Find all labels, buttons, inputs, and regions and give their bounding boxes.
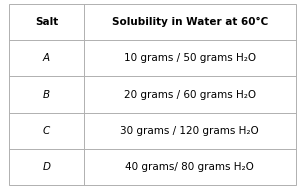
Text: Salt: Salt — [35, 17, 58, 27]
Text: 40 grams/ 80 grams H₂O: 40 grams/ 80 grams H₂O — [125, 162, 254, 172]
Text: A: A — [43, 53, 50, 63]
Text: 30 grams / 120 grams H₂O: 30 grams / 120 grams H₂O — [120, 126, 259, 136]
Text: C: C — [43, 126, 50, 136]
Text: 10 grams / 50 grams H₂O: 10 grams / 50 grams H₂O — [124, 53, 256, 63]
Text: 20 grams / 60 grams H₂O: 20 grams / 60 grams H₂O — [124, 90, 256, 99]
Text: D: D — [42, 162, 50, 172]
Text: B: B — [43, 90, 50, 99]
Text: Solubility in Water at 60°C: Solubility in Water at 60°C — [112, 17, 268, 27]
